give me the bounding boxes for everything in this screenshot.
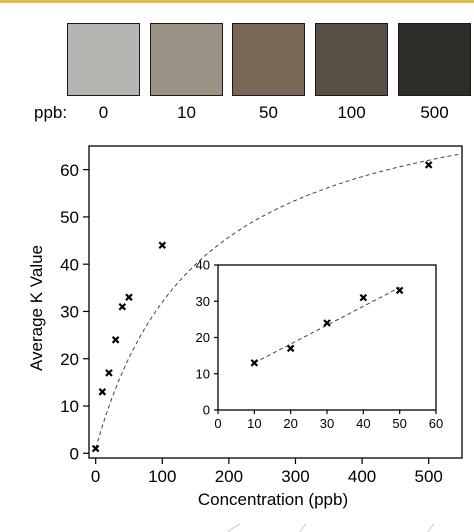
inset-x-tick-label: 60	[429, 416, 443, 431]
main-x-tick-label: 0	[91, 467, 100, 486]
inset-x-tick-label: 30	[320, 416, 334, 431]
main-data-point-7	[424, 161, 433, 169]
main-y-tick-label: 10	[60, 397, 79, 416]
main-y-tick-label: 50	[60, 208, 79, 227]
swatch-100	[315, 23, 388, 96]
inset-x-tick-label: 40	[356, 416, 370, 431]
inset-x-tick-label: 10	[247, 416, 261, 431]
swatch-50	[232, 23, 305, 96]
main-data-point-1	[98, 388, 107, 396]
swatch-label-100: 100	[337, 103, 366, 122]
inset-x-tick-label: 20	[283, 416, 297, 431]
main-y-tick-label: 20	[60, 350, 79, 369]
inset-data-point-2	[323, 319, 331, 327]
inset-data-point-1	[286, 344, 295, 353]
main-data-point-6	[158, 241, 167, 250]
inset-y-tick-label: 10	[196, 366, 210, 381]
main-data-point-0	[91, 444, 100, 453]
inset-x-tick-label: 50	[392, 416, 406, 431]
inset-y-tick-label: 0	[203, 403, 210, 418]
main-data-point-2	[105, 369, 113, 377]
main-y-tick-label: 0	[70, 444, 79, 463]
inset-plot-frame	[217, 264, 437, 411]
swatch-label-10: 10	[177, 103, 196, 122]
inset-data-point-4	[395, 286, 404, 295]
main-y-tick-label: 60	[60, 161, 79, 180]
main-x-tick-label: 500	[415, 467, 443, 486]
swatch-500	[398, 23, 471, 96]
y-axis-label: Average K Value	[27, 245, 46, 371]
inset-data-point-3	[359, 293, 368, 302]
main-y-tick-label: 30	[60, 303, 79, 322]
main-data-point-4	[118, 302, 127, 311]
inset-y-tick-label: 40	[196, 258, 210, 273]
main-x-tick-label: 100	[148, 467, 176, 486]
main-x-tick-label: 300	[281, 467, 309, 486]
inset-plot: 0 10 20 30 40 50 60 0 10 20 30 40	[196, 258, 444, 431]
top-accent-rule	[0, 0, 474, 3]
inset-x-tick-label: 0	[214, 416, 221, 431]
main-plot-frame	[88, 145, 463, 459]
bottom-edge-marks	[227, 524, 435, 532]
swatch-label-500: 500	[420, 103, 449, 122]
inset-data-point-0	[250, 359, 259, 367]
inset-fit-line	[254, 287, 400, 364]
main-x-tick-label: 400	[348, 467, 376, 486]
main-data-point-3	[111, 336, 120, 344]
main-x-tick-label: 200	[215, 467, 243, 486]
main-data-point-5	[125, 293, 133, 302]
swatch-axis-label: ppb:	[34, 103, 68, 122]
x-axis-label: Concentration (ppb)	[198, 490, 348, 509]
swatch-label-50: 50	[259, 103, 278, 122]
inset-y-tick-label: 30	[196, 294, 210, 309]
main-fit-curve	[95, 153, 463, 449]
swatch-0	[67, 23, 140, 96]
main-y-tick-label: 40	[60, 255, 79, 274]
swatch-10	[150, 23, 223, 96]
inset-y-tick-label: 20	[196, 330, 210, 345]
color-swatch-row: ppb: 0 10 50 100 500	[0, 0, 474, 130]
swatch-label-0: 0	[98, 103, 109, 122]
